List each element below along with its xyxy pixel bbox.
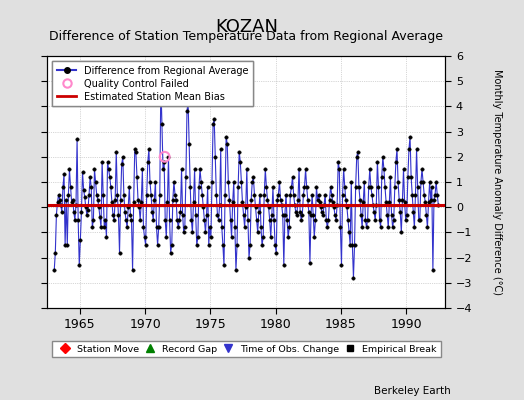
Legend: Station Move, Record Gap, Time of Obs. Change, Empirical Break: Station Move, Record Gap, Time of Obs. C… xyxy=(52,341,441,357)
Y-axis label: Monthly Temperature Anomaly Difference (°C): Monthly Temperature Anomaly Difference (… xyxy=(492,69,502,295)
Point xyxy=(160,154,169,160)
Legend: Difference from Regional Average, Quality Control Failed, Estimated Station Mean: Difference from Regional Average, Qualit… xyxy=(52,61,254,106)
Text: Difference of Station Temperature Data from Regional Average: Difference of Station Temperature Data f… xyxy=(49,30,443,43)
Text: KOZAN: KOZAN xyxy=(215,18,278,36)
Text: Berkeley Earth: Berkeley Earth xyxy=(374,386,451,396)
